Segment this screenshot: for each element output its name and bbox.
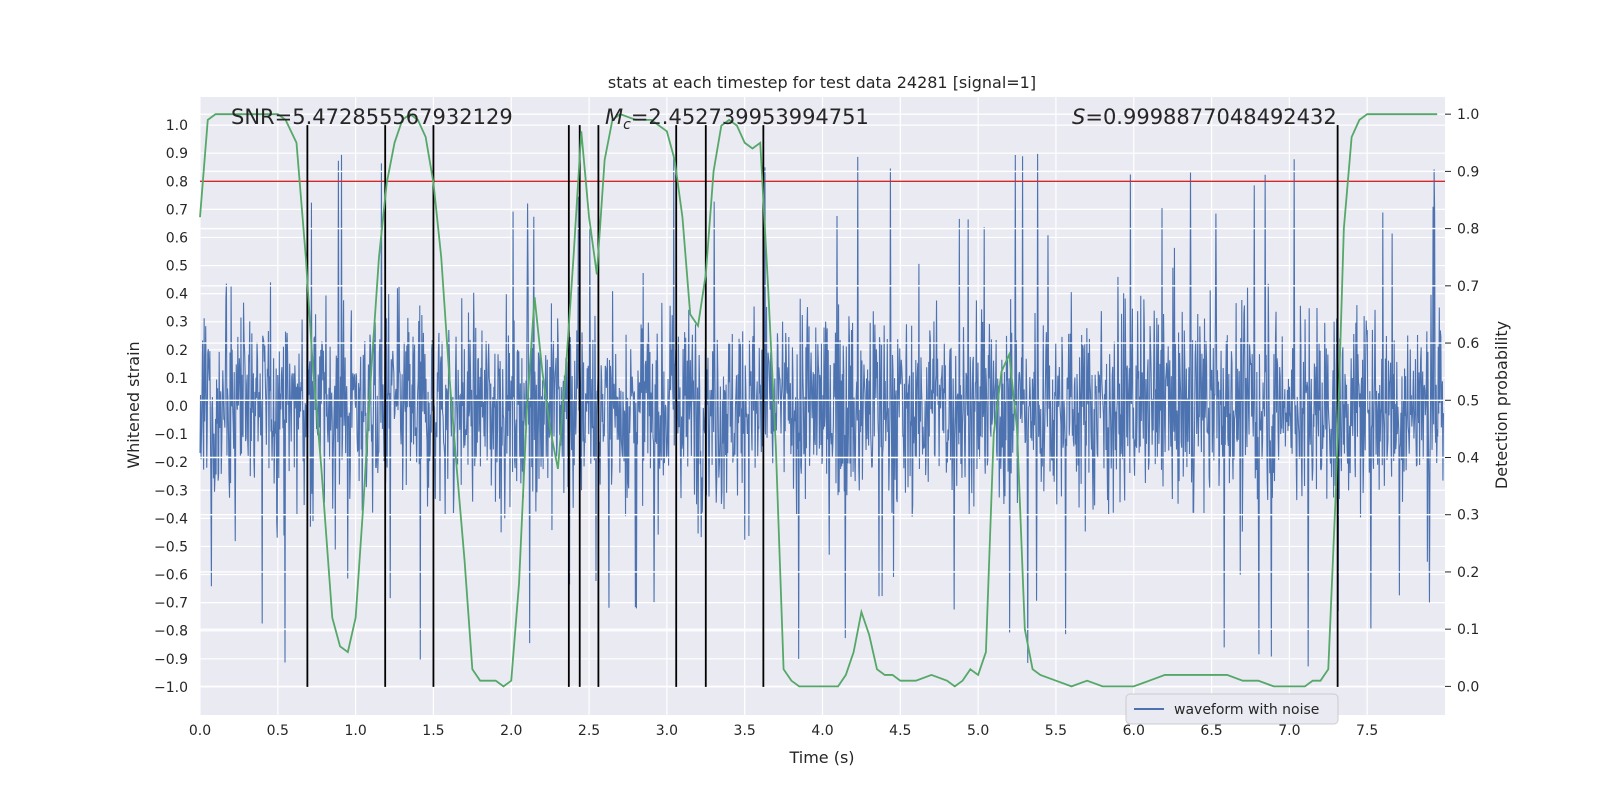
x-tick-label: 4.5 [889, 723, 911, 739]
right-y-tick-label: 0.2 [1457, 565, 1479, 581]
x-tick-label: 3.0 [656, 723, 678, 739]
right-y-tick-label: 0.1 [1457, 622, 1479, 638]
x-tick-label: 1.0 [344, 723, 366, 739]
right-y-tick-label: 0.5 [1457, 393, 1479, 409]
detection-probability-series [199, 113, 1438, 688]
legend: waveform with noise [1125, 693, 1339, 725]
chart-title: stats at each timestep for test data 242… [608, 73, 1036, 92]
x-tick-label: 7.5 [1356, 723, 1378, 739]
vertical-marker-lines [306, 125, 1339, 687]
right-y-tick-label: 0.8 [1457, 222, 1479, 238]
chirp-mass-symbol: M [605, 105, 623, 129]
x-tick-label: 6.0 [1123, 723, 1145, 739]
right-y-tick-label: 1.0 [1457, 107, 1479, 123]
y-tick-label: −0.9 [154, 652, 188, 668]
waveform-series [199, 142, 1444, 667]
x-tick-labels: 0.0 0.5 1.0 1.5 2.0 2.5 3.0 3.5 4.0 4.5 5.0 5.5 6.0 6… [189, 723, 1378, 739]
x-tick-label: 6.5 [1200, 723, 1222, 739]
right-y-tick-label: 0.9 [1457, 164, 1479, 180]
y-tick-label: −0.6 [154, 568, 188, 584]
y-tick-label: 0.6 [166, 230, 188, 246]
x-tick-label: 2.0 [500, 723, 522, 739]
score-value: =0.9998877048492432 [1085, 105, 1336, 129]
y-tick-label: −0.3 [154, 483, 188, 499]
y-tick-labels: 1.0 0.9 0.8 0.7 0.6 0.5 0.4 0.3 0.2 0.1 0.0 −0.1 −0.… [154, 118, 188, 696]
waveform-line [199, 142, 1444, 667]
y-tick-label: −0.4 [154, 511, 188, 527]
y-tick-label: −0.1 [154, 427, 188, 443]
right-y-tick-labels: 1.0 0.9 0.8 0.7 0.6 0.5 0.4 0.3 0.2 0.1 0.0 [1445, 107, 1479, 695]
right-y-tick-label: 0.6 [1457, 336, 1479, 352]
x-tick-label: 0.5 [267, 723, 289, 739]
score-annotation: S=0.9998877048492432 [1072, 105, 1337, 129]
x-tick-label: 0.0 [189, 723, 211, 739]
y-tick-label: 0.0 [166, 399, 188, 415]
y-tick-label: −0.7 [154, 596, 188, 612]
chirp-mass-value: =2.452739953994751 [631, 105, 869, 129]
right-y-tick-label: 0.7 [1457, 279, 1479, 295]
y-tick-label: −1.0 [154, 680, 188, 696]
y-tick-label: 0.3 [166, 315, 188, 331]
legend-label: waveform with noise [1174, 702, 1319, 718]
x-tick-label: 4.0 [811, 723, 833, 739]
y-tick-label: 0.5 [166, 259, 188, 275]
chirp-mass-subscript: c [623, 117, 631, 133]
right-y-axis-label: Detection probability [1492, 321, 1511, 489]
right-y-gridlines [200, 113, 1445, 688]
x-axis-label: Time (s) [788, 748, 854, 767]
y-tick-label: 0.1 [166, 371, 188, 387]
x-tick-label: 7.0 [1278, 723, 1300, 739]
right-y-tick-label: 0.3 [1457, 508, 1479, 524]
right-y-tick-label: 0.0 [1457, 679, 1479, 695]
chirp-mass-annotation: Mc=2.452739953994751 [605, 105, 869, 133]
legend-box [1125, 693, 1339, 725]
x-tick-label: 5.5 [1045, 723, 1067, 739]
y-tick-label: −0.8 [154, 624, 188, 640]
y-tick-label: −0.5 [154, 539, 188, 555]
x-tick-label: 1.5 [422, 723, 444, 739]
y-tick-label: 0.2 [166, 343, 188, 359]
y-tick-label: 1.0 [166, 118, 188, 134]
y-tick-label: 0.8 [166, 174, 188, 190]
x-tick-label: 5.0 [967, 723, 989, 739]
y-tick-label: 0.9 [166, 146, 188, 162]
snr-annotation: SNR=5.472855567932129 [231, 105, 513, 129]
x-tick-label: 2.5 [578, 723, 600, 739]
y-tick-label: −0.2 [154, 455, 188, 471]
right-y-tick-label: 0.4 [1457, 451, 1479, 467]
y-tick-label: 0.4 [166, 287, 188, 303]
y-tick-label: 0.7 [166, 202, 188, 218]
x-tick-label: 3.5 [734, 723, 756, 739]
score-symbol: S [1072, 105, 1085, 129]
y-axis-label: Whitened strain [124, 341, 143, 468]
